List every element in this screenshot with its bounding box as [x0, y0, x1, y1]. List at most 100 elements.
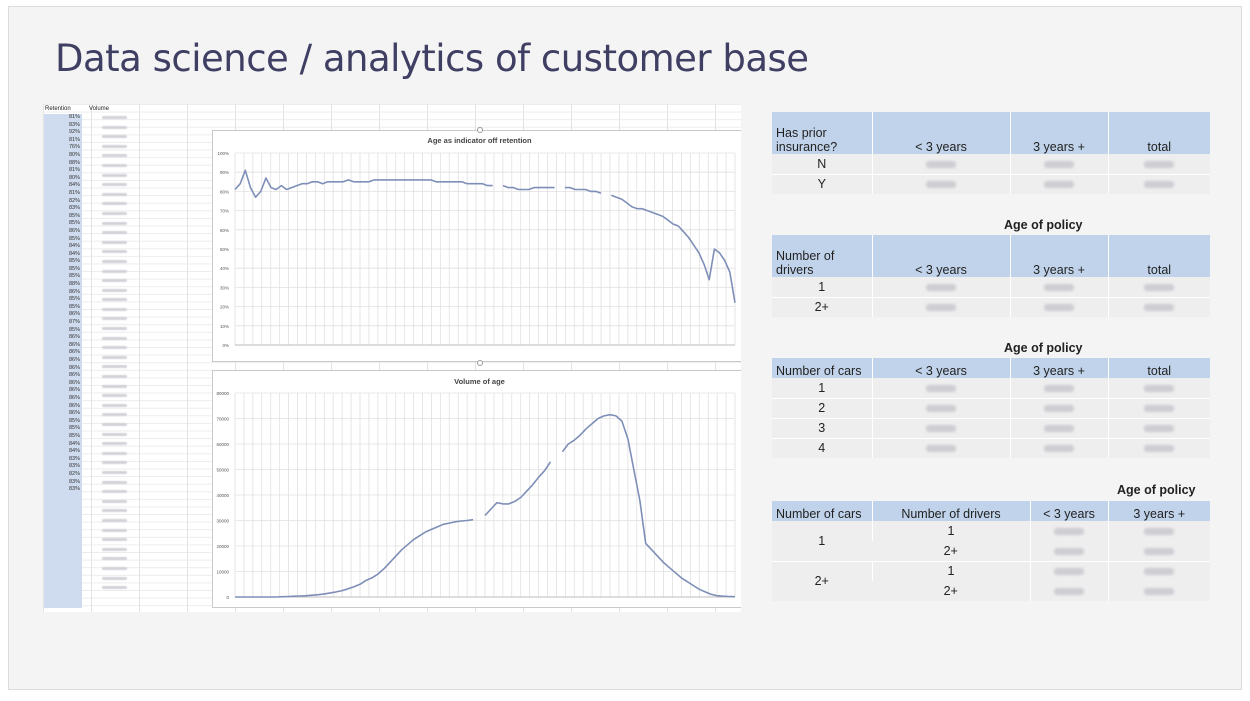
retention-cell: 85%	[68, 235, 80, 242]
retention-cell: 81%	[68, 136, 80, 143]
blurred-value	[1009, 397, 1108, 418]
table-row: N	[772, 154, 1210, 174]
retention-cell: 86%	[68, 227, 80, 234]
volume-cell	[84, 288, 133, 297]
retention-chart: Age as indicator off retention 0% 10% 20% 3…	[212, 130, 741, 362]
y-tick-label: 50%	[220, 247, 229, 252]
volume-cell	[84, 211, 133, 220]
blurred-value	[1009, 296, 1108, 317]
series-line	[502, 184, 555, 191]
retention-cell: 85%	[68, 258, 80, 265]
blurred-value	[1107, 397, 1210, 418]
blurred-value	[1009, 173, 1108, 194]
volume-cell	[84, 336, 133, 345]
volume-cell	[84, 269, 133, 278]
row-label: 2+	[872, 581, 1030, 601]
spreadsheet-columns: Retention Volume 81% 83% 92% 81% 76% 80% 88% 81…	[43, 104, 135, 612]
table-header-cell: < 3 years	[871, 112, 1010, 154]
volume-cell	[84, 432, 133, 441]
blurred-value	[871, 277, 1010, 297]
blurred-value	[1029, 521, 1108, 541]
table-caption: Age of policy	[1004, 218, 1083, 232]
y-tick-label: 30%	[220, 285, 229, 290]
retention-cell: 86%	[68, 410, 80, 417]
blurred-value	[1107, 296, 1210, 317]
row-label: N	[772, 154, 872, 174]
volume-cell	[84, 250, 133, 258]
retention-cell: 86%	[68, 387, 80, 394]
retention-cell: 86%	[68, 394, 80, 401]
table-row: 4	[772, 437, 1210, 458]
volume-cell	[84, 538, 133, 546]
series-line	[484, 461, 552, 516]
retention-cell: 81%	[68, 189, 80, 196]
retention-cell: 82%	[68, 197, 80, 204]
retention-cell: 85%	[68, 303, 80, 310]
y-tick-label: 60000	[216, 442, 229, 447]
volume-chart-svg: 0 10000 20000 30000 40000 50000 60000 70000 8000…	[216, 391, 736, 600]
y-tick-label: 40%	[220, 266, 229, 271]
y-tick-label: 30000	[216, 519, 229, 524]
row-label: 1	[772, 378, 872, 398]
y-tick-label: 10000	[216, 570, 229, 575]
retention-cell: 80%	[68, 151, 80, 158]
retention-cell: 86%	[68, 334, 80, 341]
row-label: Y	[772, 173, 872, 194]
retention-cell: 81%	[68, 167, 80, 174]
drivers-table: Number of drivers < 3 years 3 years + to…	[772, 235, 1210, 317]
retention-cell: 83%	[68, 205, 80, 212]
retention-cell: 83%	[68, 486, 80, 493]
y-tick-label: 100%	[217, 151, 229, 156]
volume-cell	[84, 202, 133, 210]
blurred-value	[1107, 417, 1210, 438]
table-row: 2+	[772, 581, 1210, 601]
table-header-cell: 3 years +	[1107, 501, 1210, 521]
volume-cell	[84, 413, 133, 421]
retention-cell: 83%	[68, 455, 80, 462]
retention-cell: 81%	[68, 114, 80, 120]
slide-title: Data science / analytics of customer bas…	[55, 37, 809, 80]
blurred-value	[871, 154, 1010, 174]
retention-cell: 85%	[68, 220, 80, 227]
table-header-cell: total	[1107, 112, 1210, 154]
blurred-value	[871, 378, 1010, 398]
volume-chart-title: Volume of age	[454, 377, 505, 386]
volume-cell	[84, 480, 133, 489]
volume-cell	[84, 442, 133, 450]
retention-cell: 85%	[68, 432, 80, 439]
table-row: 1	[772, 277, 1210, 297]
table-header-cell: total	[1107, 235, 1210, 277]
volume-cell	[84, 365, 133, 373]
blurred-value	[1107, 541, 1210, 561]
blurred-value	[871, 417, 1010, 438]
blurred-value	[1107, 581, 1210, 601]
blurred-value	[1107, 521, 1210, 541]
volume-cell	[84, 125, 133, 134]
y-tick-label: 20000	[216, 544, 229, 549]
row-label: 2+	[772, 296, 872, 317]
volume-cell	[84, 307, 133, 316]
volume-cell	[84, 423, 133, 431]
row-label: 1	[772, 277, 872, 297]
volume-cell	[84, 451, 133, 460]
tables-panel: Has prior insurance? < 3 years 3 years +…	[772, 104, 1212, 604]
y-tick-label: 80%	[220, 189, 229, 194]
table-row: 2	[772, 397, 1210, 418]
table-caption: Age of policy	[1117, 483, 1196, 497]
y-tick-label: 40000	[216, 493, 229, 498]
y-tick-label: 20%	[220, 305, 229, 310]
volume-chart: Volume of age 0 10000 20000 30000 40000 50000…	[212, 370, 741, 608]
series-line	[235, 518, 474, 598]
cars-table: Number of cars < 3 years 3 years + total…	[772, 358, 1210, 458]
volume-cell	[84, 163, 133, 172]
table-header-cell: < 3 years	[871, 235, 1010, 277]
retention-cell: 83%	[68, 478, 80, 485]
retention-cell: 85%	[68, 265, 80, 272]
volume-cell	[84, 355, 133, 364]
chart-resize-handle[interactable]	[477, 127, 483, 133]
chart-resize-handle[interactable]	[477, 360, 483, 366]
group-label: 2+	[772, 560, 872, 601]
retention-chart-svg: 0% 10% 20% 30% 40% 50% 60% 70% 80% 90% 100%	[217, 151, 736, 348]
row-label: 2	[772, 397, 872, 418]
blurred-value	[1107, 154, 1210, 174]
